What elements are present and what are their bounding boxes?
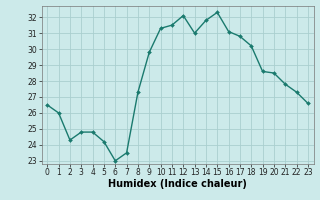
X-axis label: Humidex (Indice chaleur): Humidex (Indice chaleur) [108,179,247,189]
